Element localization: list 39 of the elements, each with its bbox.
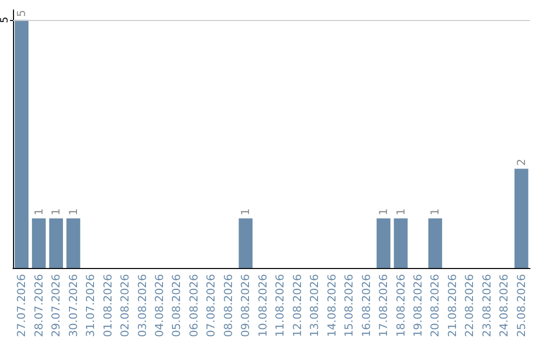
x-tick-label: 15.08.2026 <box>342 274 356 338</box>
x-tick-label: 27.07.2026 <box>15 274 28 338</box>
x-tick-label: 01.08.2026 <box>101 274 114 338</box>
x-tick-label: 22.08.2026 <box>463 274 476 338</box>
data-label: 2 <box>514 158 528 166</box>
x-tick-label: 29.07.2026 <box>50 274 63 338</box>
x-tick-label: 11.08.2026 <box>274 274 287 338</box>
data-label: 1 <box>394 208 408 216</box>
x-tick-label: 06.08.2026 <box>187 274 200 338</box>
x-tick-label: 16.08.2026 <box>360 274 373 338</box>
data-label: 1 <box>50 208 63 216</box>
x-tick-label: 25.08.2026 <box>514 274 528 338</box>
x-tick-label: 10.08.2026 <box>256 274 270 338</box>
data-label: 1 <box>377 208 390 216</box>
data-label: 1 <box>239 208 252 216</box>
x-tick-label: 05.08.2026 <box>170 274 184 338</box>
x-tick-label: 13.08.2026 <box>308 274 322 338</box>
data-label: 1 <box>32 208 46 216</box>
x-tick-label: 30.07.2026 <box>66 274 80 338</box>
data-label: 1 <box>66 208 80 216</box>
data-label: 1 <box>428 208 442 216</box>
x-tick-label: 04.08.2026 <box>152 274 166 338</box>
x-tick-label: 14.08.2026 <box>325 274 338 338</box>
x-tick-label: 12.08.2026 <box>290 274 304 338</box>
x-tick-label: 17.08.2026 <box>377 274 390 338</box>
data-label: 5 <box>15 10 28 17</box>
x-tick-label: 03.08.2026 <box>136 274 149 338</box>
x-tick-label: 18.08.2026 <box>394 274 408 338</box>
x-tick-label: 23.08.2026 <box>480 274 494 338</box>
x-tick-label: 08.08.2026 <box>222 274 235 338</box>
x-tick-label: 20.08.2026 <box>428 274 442 338</box>
x-tick-label: 19.08.2026 <box>411 274 424 338</box>
x-tick-label: 07.08.2026 <box>204 274 218 338</box>
x-tick-label: 09.08.2026 <box>239 274 252 338</box>
x-tick-label: 02.08.2026 <box>118 274 132 338</box>
x-tick-label: 28.07.2026 <box>32 274 46 338</box>
x-tick-label: 31.07.2026 <box>84 274 98 338</box>
x-tick-label: 24.08.2026 <box>498 274 511 338</box>
x-tick-label: 21.08.2026 <box>446 274 459 338</box>
